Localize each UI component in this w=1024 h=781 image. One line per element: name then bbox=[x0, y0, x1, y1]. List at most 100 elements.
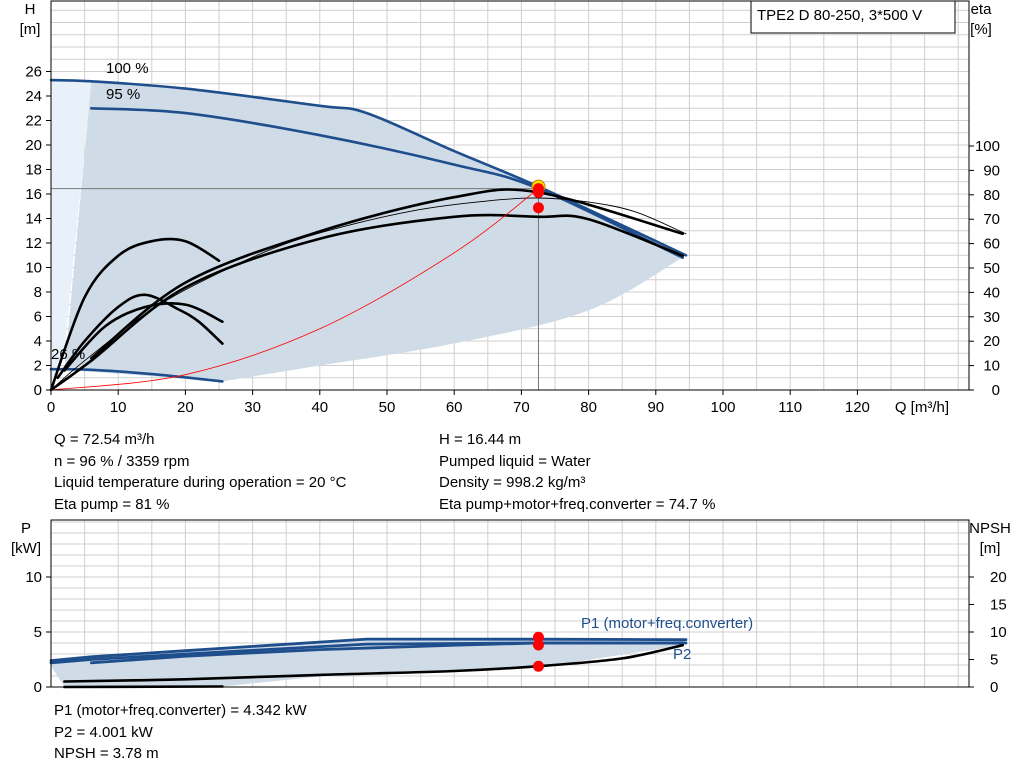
info-q: Q = 72.54 m³/h bbox=[54, 431, 155, 448]
top-right-tick-label: 40 bbox=[983, 284, 1000, 301]
top-series-curve-6 bbox=[56, 293, 224, 380]
info-left: Q = 72.54 m³/h n = 96 % / 3359 rpm Liqui… bbox=[54, 429, 346, 515]
curve-label-100: 100 % bbox=[106, 60, 149, 77]
top-series-curve-8 bbox=[49, 237, 221, 392]
x-tick-label: 90 bbox=[647, 399, 664, 416]
info-temp: Liquid temperature during operation = 20… bbox=[54, 474, 347, 491]
top-panel-areas bbox=[51, 80, 687, 390]
x-tick-label: 50 bbox=[379, 399, 396, 416]
top-series-curve-9 bbox=[50, 188, 539, 391]
top-left-tick-label: 2 bbox=[34, 358, 42, 375]
top-left-tick-label: 0 bbox=[34, 382, 42, 399]
model-label: TPE2 D 80-250, 3*500 V bbox=[757, 7, 922, 24]
bottom-series-P1-motor-freq-converter- bbox=[49, 637, 688, 662]
op-marker-npsh bbox=[532, 660, 544, 672]
op-marker-p1 bbox=[532, 631, 544, 643]
top-left-tick-label: 8 bbox=[34, 284, 42, 301]
model-label-box bbox=[750, 0, 956, 34]
top-right-tick-label: 90 bbox=[983, 162, 1000, 179]
op-marker-p2 bbox=[532, 639, 544, 651]
top-series-curve-7 bbox=[63, 302, 224, 372]
power-band-area bbox=[51, 639, 686, 687]
x-tick-label: 0 bbox=[47, 399, 55, 416]
top-right-tick-label: 10 bbox=[983, 358, 1000, 375]
top-series-curve-4 bbox=[90, 188, 684, 360]
x-tick-label: 60 bbox=[446, 399, 463, 416]
info-p2: P2 = 4.001 kW bbox=[54, 723, 153, 741]
bottom-left-tick-label: 5 bbox=[34, 624, 42, 641]
x-tick-label: 40 bbox=[311, 399, 328, 416]
top-series-curve-5 bbox=[49, 213, 684, 392]
y-left-label-h: H bbox=[25, 1, 36, 18]
low-speed-area bbox=[51, 80, 92, 390]
p1-series-label: P1 (motor+freq.converter) bbox=[581, 615, 753, 632]
bottom-panel-axes: 0 5 10 0 5 10 15 20 P [kW] NPSH [m] bbox=[11, 519, 1011, 696]
bottom-right-tick-label: 5 bbox=[990, 652, 998, 669]
npsh-axis-unit: [m] bbox=[980, 540, 1001, 557]
x-axis-label: Q [m³/h] bbox=[895, 399, 949, 416]
x-tick-label: 30 bbox=[244, 399, 261, 416]
curve-label-26: 26 % bbox=[51, 346, 85, 363]
top-right-tick-label: 70 bbox=[983, 211, 1000, 228]
x-tick-label: 120 bbox=[845, 399, 870, 416]
x-tick-label: 100 bbox=[710, 399, 735, 416]
bottom-right-tick-label: 15 bbox=[990, 597, 1007, 614]
op-marker-eta-total bbox=[532, 202, 544, 214]
top-left-tick-label: 10 bbox=[25, 260, 42, 277]
bottom-panel-areas bbox=[51, 639, 686, 687]
curve-label-95: 95 % bbox=[106, 86, 140, 103]
top-panel-axes: 0246810121416182022242601020304050607080… bbox=[20, 0, 1000, 416]
top-left-tick-label: 20 bbox=[25, 137, 42, 154]
bottom-right-tick-label: 0 bbox=[990, 679, 998, 696]
p-axis-label: P bbox=[21, 520, 31, 537]
x-tick-label: 110 bbox=[778, 399, 802, 416]
top-left-tick-label: 18 bbox=[25, 162, 42, 179]
top-left-tick-label: 24 bbox=[25, 88, 42, 105]
info-bottom: P1 (motor+freq.converter) = 4.342 kW P2 … bbox=[54, 700, 307, 765]
top-plot-frame bbox=[50, 0, 970, 391]
top-right-tick-label: 60 bbox=[983, 236, 1000, 253]
top-left-tick-label: 16 bbox=[25, 186, 42, 203]
x-tick-label: 80 bbox=[580, 399, 597, 416]
top-right-tick-label: 30 bbox=[983, 309, 1000, 326]
top-left-tick-label: 26 bbox=[25, 64, 42, 81]
y-left-label-unit: [m] bbox=[20, 21, 41, 38]
top-left-tick-label: 4 bbox=[34, 333, 42, 350]
info-eta-total: Eta pump+motor+freq.converter = 74.7 % bbox=[439, 495, 716, 513]
top-left-tick-label: 6 bbox=[34, 309, 42, 326]
npsh-axis-label: NPSH bbox=[969, 520, 1011, 537]
p2-series-label: P2 bbox=[673, 646, 691, 663]
info-h: H = 16.44 m bbox=[439, 431, 522, 448]
top-right-tick-label: 50 bbox=[983, 260, 1000, 277]
bottom-series-curve-2 bbox=[89, 641, 685, 665]
info-density: Density = 998.2 kg/m³ bbox=[439, 474, 586, 491]
top-left-tick-label: 14 bbox=[25, 211, 42, 228]
op-marker-eta-pump bbox=[532, 186, 544, 198]
bottom-right-tick-label: 10 bbox=[990, 624, 1007, 641]
bottom-panel-curves bbox=[49, 631, 688, 689]
top-right-tick-label: 0 bbox=[992, 382, 1000, 399]
operating-range-area bbox=[64, 81, 687, 382]
info-liquid: Pumped liquid = Water bbox=[439, 452, 591, 470]
bottom-series-NPSH bbox=[63, 643, 684, 683]
bottom-right-tick-label: 20 bbox=[990, 569, 1007, 586]
p-axis-unit: [kW] bbox=[11, 540, 41, 557]
y-right-label-unit: [%] bbox=[970, 21, 992, 38]
bottom-left-tick-label: 0 bbox=[34, 679, 42, 696]
bottom-plot-frame bbox=[50, 519, 970, 688]
info-npsh: NPSH = 3.78 m bbox=[54, 745, 159, 762]
top-left-tick-label: 12 bbox=[25, 235, 42, 252]
top-right-tick-label: 20 bbox=[983, 333, 1000, 350]
info-eta-pump: Eta pump = 81 % bbox=[54, 495, 170, 513]
top-right-tick-label: 100 bbox=[975, 138, 1000, 155]
top-right-tick-label: 80 bbox=[983, 187, 1000, 204]
top-series-95- bbox=[90, 107, 684, 259]
top-panel-curves bbox=[49, 78, 688, 392]
x-tick-label: 10 bbox=[110, 399, 127, 416]
info-p1: P1 (motor+freq.converter) = 4.342 kW bbox=[54, 702, 307, 719]
y-right-label-eta: eta bbox=[971, 1, 993, 18]
x-tick-label: 70 bbox=[513, 399, 530, 416]
info-right: H = 16.44 m Pumped liquid = Water Densit… bbox=[439, 429, 715, 515]
x-tick-label: 20 bbox=[177, 399, 194, 416]
